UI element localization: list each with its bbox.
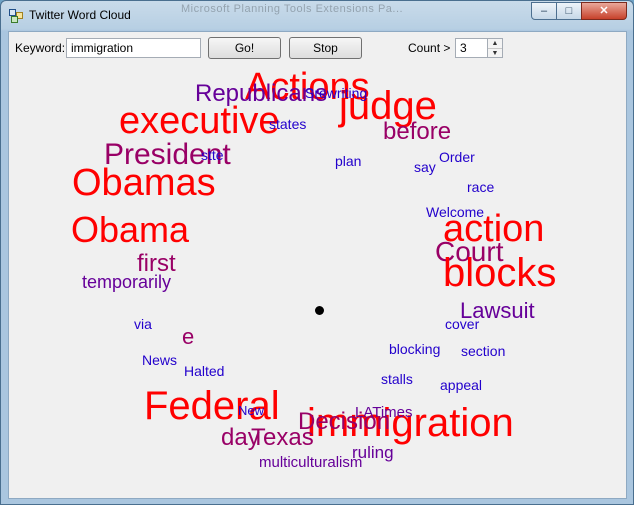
cloud-word-executive: executive bbox=[119, 100, 280, 142]
minimize-button[interactable]: – bbox=[531, 2, 557, 20]
stepper-up-icon[interactable]: ▲ bbox=[488, 39, 502, 49]
cloud-word-srewriting: Srewriting bbox=[305, 85, 368, 101]
cloud-word-president: President bbox=[104, 138, 231, 171]
cloud-center-dot bbox=[315, 306, 324, 315]
keyword-input[interactable] bbox=[66, 38, 201, 58]
cloud-word-appeal: appeal bbox=[440, 377, 483, 393]
cloud-word-halted: Halted bbox=[184, 363, 225, 379]
word-cloud: Actions Republicans executive judge before Pr… bbox=[9, 68, 628, 498]
app-window-icon bbox=[9, 9, 23, 23]
cloud-word-temporarily: temporarily bbox=[82, 272, 172, 292]
background-window-title: Microsoft Planning Tools Extensions Pa..… bbox=[181, 3, 404, 15]
cloud-word-section: section bbox=[461, 343, 506, 359]
cloud-word-blocking: blocking bbox=[389, 341, 441, 357]
cloud-word-federal: Federal bbox=[144, 384, 280, 428]
cloud-word-republicans: Republicans bbox=[195, 80, 328, 107]
cloud-word-cover: cover bbox=[445, 316, 480, 332]
count-label: Count > bbox=[408, 41, 451, 55]
cloud-word-stte: stte bbox=[201, 147, 224, 163]
cloud-word-e: e bbox=[182, 324, 195, 349]
cloud-word-welcome: Welcome bbox=[426, 204, 485, 220]
cloud-word-immigration: immigration bbox=[307, 401, 514, 445]
cloud-word-say: say bbox=[414, 159, 436, 175]
cloud-word-new: New bbox=[238, 403, 265, 418]
cloud-word-latimes: LATimes bbox=[355, 404, 413, 421]
stepper-down-icon[interactable]: ▼ bbox=[491, 50, 499, 57]
client-area: Keyword: Go! Stop Count > ▲ ▼ ActionsRep… bbox=[8, 31, 627, 499]
cloud-word-first: first bbox=[137, 250, 176, 277]
cloud-word-actions: Actions bbox=[245, 66, 370, 108]
cloud-word-texas: Texas bbox=[251, 424, 314, 451]
cloud-word-ruling: ruling bbox=[352, 443, 394, 462]
cloud-word-news: News bbox=[142, 352, 178, 368]
cloud-word-plan: plan bbox=[335, 153, 362, 169]
stop-button[interactable]: Stop bbox=[289, 37, 362, 59]
cloud-word-lawsuit: Lawsuit bbox=[460, 298, 535, 323]
keyword-label: Keyword: bbox=[15, 41, 66, 55]
cloud-word-blocks: blocks bbox=[443, 251, 557, 295]
maximize-button[interactable]: □ bbox=[556, 2, 582, 20]
count-input[interactable] bbox=[455, 38, 488, 58]
cloud-word-court: Court bbox=[435, 236, 504, 267]
cloud-word-before: before bbox=[383, 118, 452, 145]
go-button[interactable]: Go! bbox=[208, 37, 281, 59]
cloud-word-day: day bbox=[221, 424, 260, 451]
cloud-word-order: Order bbox=[439, 149, 475, 165]
cloud-word-via: via bbox=[134, 316, 152, 332]
title-bar[interactable]: Twitter Word Cloud Microsoft Planning To… bbox=[1, 1, 633, 31]
cloud-word-judge: judge bbox=[339, 84, 437, 128]
cloud-word-decision: Decision bbox=[298, 408, 391, 435]
count-stepper[interactable]: ▲ ▼ bbox=[487, 38, 503, 58]
cloud-word-multiculturalism: multiculturalism bbox=[259, 454, 363, 471]
cloud-word-obamas: Obamas bbox=[72, 162, 216, 204]
window-title: Twitter Word Cloud bbox=[29, 8, 131, 22]
cloud-word-stalls: stalls bbox=[381, 371, 413, 387]
close-button[interactable]: ✕ bbox=[581, 2, 627, 20]
cloud-word-race: race bbox=[467, 179, 495, 195]
cloud-word-obama: Obama bbox=[71, 209, 190, 250]
cloud-word-action: action bbox=[443, 208, 545, 250]
cloud-word-states: states bbox=[269, 116, 307, 132]
